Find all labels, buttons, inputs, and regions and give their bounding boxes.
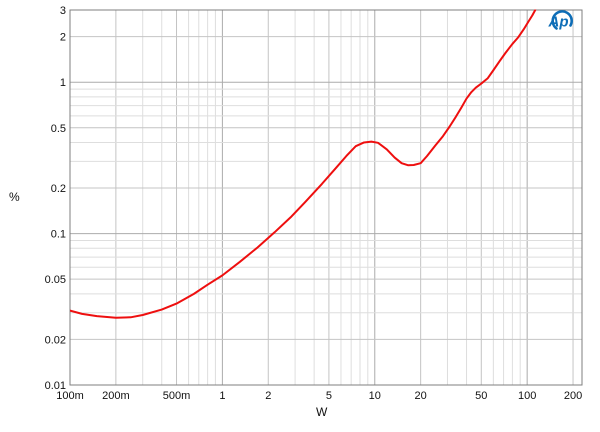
y-tick-label: 0.2 xyxy=(51,183,66,195)
gridlines xyxy=(69,9,582,386)
y-tick-label: 3 xyxy=(60,5,66,17)
y-tick-label: 1 xyxy=(60,77,66,89)
plot-border xyxy=(69,9,583,386)
x-tick-labels: 100m 200m 500m 1 2 5 10 20 50 100 200 xyxy=(56,390,582,402)
x-tick-label: 2 xyxy=(265,390,271,402)
x-tick-label: 200 xyxy=(564,390,582,402)
y-tick-labels: 3 2 1 0.5 0.2 0.1 0.05 0.02 0.01 xyxy=(45,5,66,392)
x-axis-unit-label: W xyxy=(316,405,328,419)
x-tick-label: 20 xyxy=(415,390,427,402)
y-tick-label: 0.02 xyxy=(45,334,66,346)
x-tick-label: 5 xyxy=(326,390,332,402)
y-tick-label: 2 xyxy=(60,32,66,44)
y-tick-label: 0.1 xyxy=(51,229,66,241)
x-tick-label: 100 xyxy=(518,390,536,402)
audio-precision-logo: Ap xyxy=(548,10,573,31)
logo-swirl-arc xyxy=(551,10,573,30)
x-tick-label: 200m xyxy=(102,390,130,402)
x-tick-label: 50 xyxy=(475,390,487,402)
thd-trace xyxy=(70,9,537,319)
x-tick-label: 1 xyxy=(219,390,225,402)
y-tick-label: 0.05 xyxy=(45,274,66,286)
x-tick-label: 100m xyxy=(56,390,84,402)
y-tick-label: 0.01 xyxy=(45,380,66,392)
y-axis-unit-label: % xyxy=(9,190,20,204)
x-tick-label: 10 xyxy=(369,390,381,402)
y-tick-label: 0.5 xyxy=(51,123,66,135)
logo-text: Ap xyxy=(548,14,569,31)
x-tick-label: 500m xyxy=(163,390,191,402)
